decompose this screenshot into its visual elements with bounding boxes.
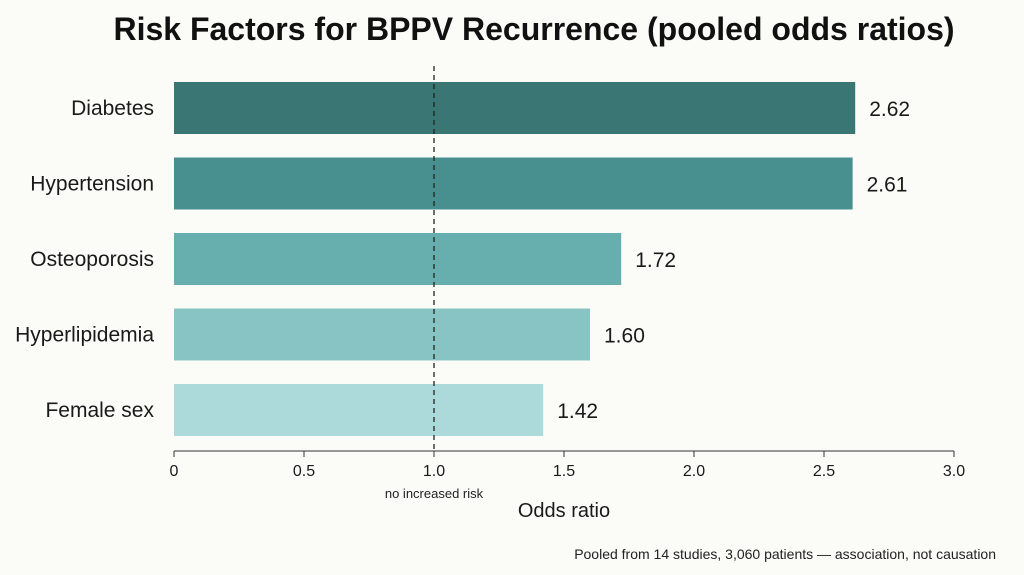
bar [174,308,590,361]
bar [174,384,544,436]
x-axis-title: Odds ratio [518,500,610,522]
value-label: 2.61 [867,174,908,197]
category-label: Hyperlipidemia [15,324,154,347]
category-label: Hypertension [30,173,154,196]
x-tick-label: 2.0 [683,463,705,480]
x-tick-label: 0 [170,463,179,480]
reference-line-group: no increased risk [385,66,484,501]
footnote: Pooled from 14 studies, 3,060 patients —… [574,546,996,562]
bar-group: Hyperlipidemia 1.60 [15,308,645,361]
x-axis: 0 0.5 1.0 1.5 2.0 2.5 3.0 [170,450,965,480]
chart-title: Risk Factors for BPPV Recurrence (pooled… [113,11,954,47]
value-label: 1.42 [557,400,598,423]
bar [174,157,853,210]
x-tick-label: 1.5 [553,463,575,480]
bar-group: Osteoporosis 1.72 [30,233,676,285]
bar-group: Diabetes 2.62 [71,82,910,134]
category-label: Female sex [45,399,154,422]
bar-group: Female sex 1.42 [45,384,598,436]
category-label: Osteoporosis [30,248,154,271]
x-tick-label: 3.0 [943,463,965,480]
x-tick-label: 1.0 [423,463,445,480]
bar [174,82,856,134]
x-tick-label: 2.5 [813,463,835,480]
x-tick-label: 0.5 [293,463,315,480]
value-label: 2.62 [869,98,910,121]
bar-group: Hypertension 2.61 [30,157,908,210]
bar [174,233,622,285]
bars-layer: Diabetes 2.62 Hypertension 2.61 Osteoporosis… [15,82,910,436]
category-label: Diabetes [71,97,154,120]
reference-line-label: no increased risk [385,486,484,501]
value-label: 1.60 [604,325,645,348]
value-label: 1.72 [635,249,676,272]
